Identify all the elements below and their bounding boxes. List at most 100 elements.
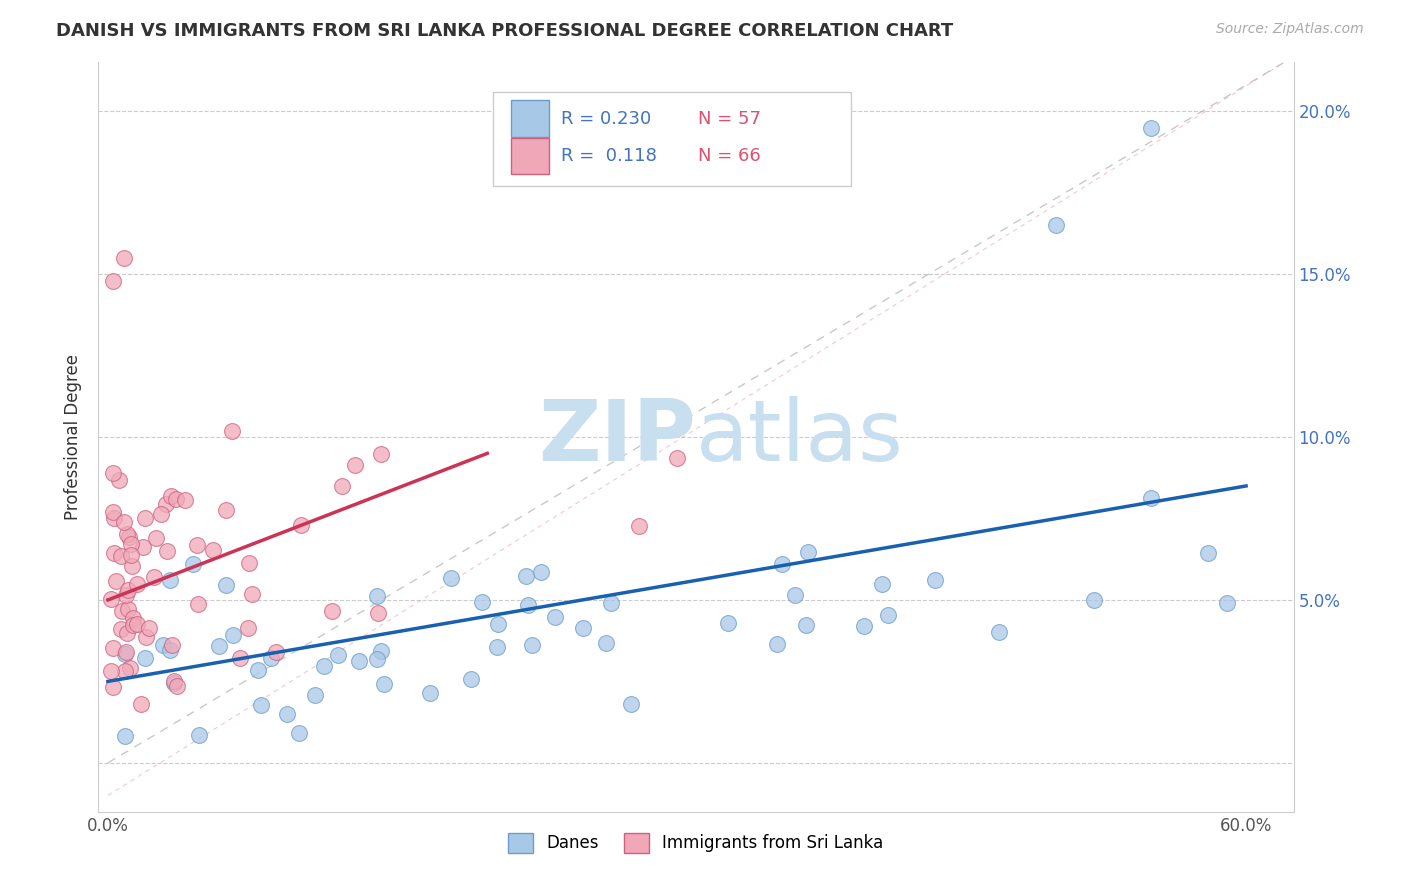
Point — [238, 621, 260, 635]
Point — [485, 640, 508, 654]
FancyBboxPatch shape — [510, 137, 548, 175]
Point — [766, 637, 789, 651]
Text: Source: ZipAtlas.com: Source: ZipAtlas.com — [1216, 22, 1364, 37]
Point — [142, 570, 165, 584]
Point — [150, 507, 173, 521]
Point — [515, 568, 537, 582]
Point — [215, 578, 238, 592]
Point — [134, 651, 156, 665]
Point — [100, 592, 122, 607]
Point — [924, 573, 946, 587]
Point — [290, 518, 312, 533]
Point — [103, 467, 125, 481]
Point — [112, 515, 135, 529]
Point — [544, 609, 567, 624]
Point — [111, 604, 134, 618]
Point — [330, 479, 353, 493]
Point — [250, 698, 273, 713]
Point — [162, 676, 184, 690]
Point — [166, 679, 188, 693]
Point — [343, 458, 366, 472]
Point — [517, 598, 540, 612]
Point — [165, 492, 187, 507]
Text: N = 57: N = 57 — [699, 110, 762, 128]
Point — [103, 681, 125, 695]
Point — [276, 706, 298, 721]
Point — [770, 557, 793, 571]
Legend: Danes, Immigrants from Sri Lanka: Danes, Immigrants from Sri Lanka — [502, 826, 890, 860]
Point — [222, 628, 245, 642]
Point — [215, 503, 238, 517]
Point — [530, 565, 553, 579]
Point — [104, 574, 127, 588]
Point — [100, 664, 122, 678]
Point — [160, 638, 183, 652]
Point — [572, 621, 595, 635]
Point — [120, 548, 142, 562]
Point — [118, 530, 141, 544]
Text: DANISH VS IMMIGRANTS FROM SRI LANKA PROFESSIONAL DEGREE CORRELATION CHART: DANISH VS IMMIGRANTS FROM SRI LANKA PROF… — [56, 22, 953, 40]
Point — [988, 625, 1011, 640]
Point — [1140, 491, 1163, 505]
Point — [1216, 596, 1239, 610]
Point — [595, 636, 617, 650]
Point — [152, 638, 174, 652]
Text: N = 66: N = 66 — [699, 147, 761, 165]
Point — [145, 531, 167, 545]
Point — [600, 596, 623, 610]
Point — [486, 617, 509, 632]
Point — [1045, 219, 1067, 233]
FancyBboxPatch shape — [494, 93, 852, 186]
Point — [115, 626, 138, 640]
Point — [304, 689, 326, 703]
Point — [138, 621, 160, 635]
Point — [187, 728, 209, 742]
Point — [103, 504, 125, 518]
Point — [127, 617, 149, 632]
Point — [794, 618, 817, 632]
Point — [666, 451, 689, 466]
Point — [117, 527, 139, 541]
Point — [134, 510, 156, 524]
Point — [112, 251, 135, 265]
Point — [160, 489, 183, 503]
Point — [520, 638, 543, 652]
Point — [717, 615, 740, 630]
Point — [103, 546, 125, 560]
Point — [208, 639, 231, 653]
Point — [120, 536, 142, 550]
Point — [229, 651, 252, 665]
Point — [114, 647, 136, 661]
Point — [783, 588, 806, 602]
Point — [440, 571, 463, 585]
Text: atlas: atlas — [696, 395, 904, 479]
Point — [367, 606, 389, 620]
Point — [202, 542, 225, 557]
Text: R =  0.118: R = 0.118 — [561, 147, 657, 165]
Point — [110, 622, 132, 636]
Point — [132, 540, 155, 554]
Point — [326, 648, 349, 662]
Point — [370, 447, 392, 461]
Point — [159, 643, 181, 657]
Point — [122, 617, 145, 632]
Point — [186, 538, 208, 552]
Point — [628, 518, 651, 533]
Point — [471, 594, 494, 608]
Point — [187, 598, 209, 612]
Point — [125, 577, 148, 591]
Point — [117, 582, 139, 597]
Point — [181, 557, 204, 571]
Point — [321, 603, 343, 617]
Point — [221, 424, 243, 438]
Point — [620, 698, 643, 712]
Point — [366, 652, 388, 666]
Text: ZIP: ZIP — [538, 395, 696, 479]
FancyBboxPatch shape — [510, 100, 548, 137]
Point — [853, 619, 876, 633]
Point — [238, 556, 260, 570]
Point — [159, 573, 181, 587]
Point — [114, 664, 136, 678]
Point — [121, 559, 143, 574]
Point — [260, 651, 283, 665]
